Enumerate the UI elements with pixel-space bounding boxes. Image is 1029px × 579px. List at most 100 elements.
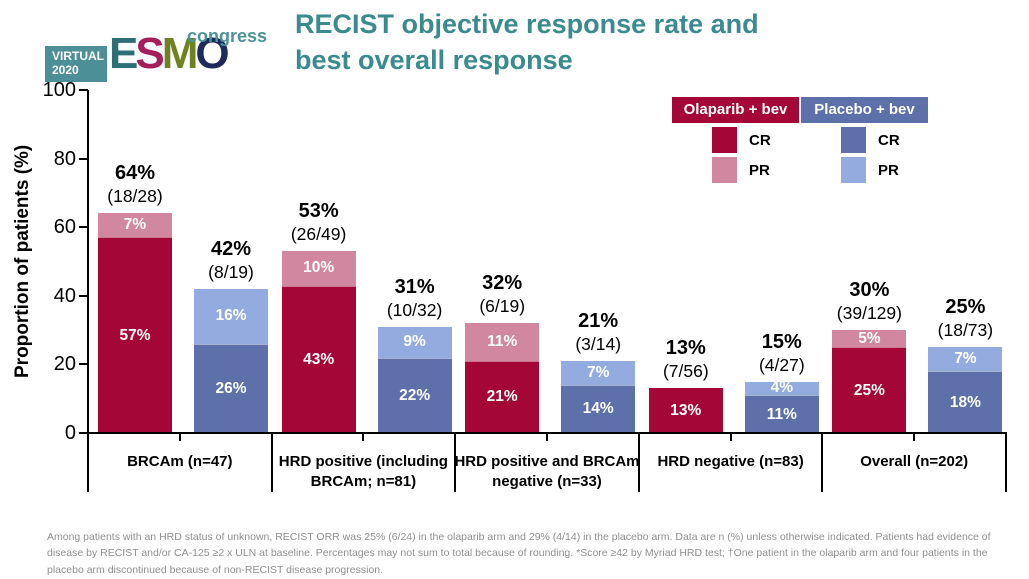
bar-total-label: 15% (4/27) [717, 330, 847, 377]
virtual-label: VIRTUAL [52, 49, 104, 63]
cr-value-label: 22% [399, 386, 431, 404]
bar-total-label: 25% (18/73) [900, 295, 1029, 342]
legend-header-olaparib: Olaparib + bev [672, 97, 799, 123]
category-divider [821, 432, 824, 492]
pr-value-label: 7% [123, 216, 147, 234]
pr-value-label: 9% [403, 333, 426, 351]
category-divider [270, 432, 273, 492]
pr-value-label: 11% [487, 333, 518, 351]
cr-value-label: 21% [486, 388, 518, 406]
orr-percent: 42% [210, 237, 252, 260]
bar-total-label: 42% (8/19) [166, 237, 296, 284]
pr-value-label: 7% [954, 350, 977, 368]
bar-total-label: 53% (26/49) [254, 199, 384, 246]
orr-percent: 32% [482, 272, 523, 295]
bar-olaparib-cr-segment: 13% [648, 388, 723, 433]
bar-placebo-cr-segment: 22% [377, 357, 452, 433]
orr-percent: 21% [578, 309, 619, 332]
category-label: Overall (n=202) [860, 453, 969, 470]
y-axis-tick-label: 100 [42, 79, 76, 101]
orr-fraction: (3/14) [575, 333, 622, 354]
cr-value-label: 13% [670, 401, 702, 419]
category-label: BRCAm (n=47) [127, 453, 233, 470]
bar-total-label: 32% (6/19) [437, 271, 567, 318]
legend-swatch-olaparib-pr-icon [712, 157, 737, 183]
bar-placebo-cr-segment: 11% [744, 395, 819, 433]
legend-header-placebo: Placebo + bev [801, 97, 928, 123]
esmo-logo: VIRTUAL 2020 ESMO congress [45, 26, 275, 88]
orr-fraction: (8/19) [208, 261, 254, 282]
orr-fraction: (7/56) [662, 361, 709, 382]
esmo-letter: S [135, 29, 164, 78]
group-center-tick [546, 432, 548, 441]
legend-label-olaparib-cr: CR [749, 131, 771, 149]
cr-value-label: 26% [215, 379, 247, 397]
y-axis-tick-label: 80 [53, 147, 76, 170]
bar-olaparib-pr-segment: 5% [832, 329, 907, 348]
category-label: HRD negative (n=83) [657, 453, 804, 470]
category-divider [1005, 432, 1007, 492]
bar-total-label: 13% (7/56) [621, 336, 751, 383]
footnote: Among patients with an HRD status of unk… [47, 531, 991, 576]
cr-value-label: 25% [853, 381, 885, 399]
y-axis-tick-mark [79, 89, 88, 91]
bar-olaparib-pr-segment: 7% [98, 213, 172, 238]
legend: Olaparib + bev CR PR Placebo + bev CR PR [672, 97, 928, 183]
orr-fraction: (10/32) [386, 299, 443, 320]
legend-item-placebo-pr: PR [841, 157, 928, 183]
orr-fraction: (6/19) [479, 296, 526, 317]
bar-placebo-pr-segment: 16% [194, 288, 268, 344]
y-axis-tick-mark [79, 432, 88, 434]
group-center-tick [913, 432, 916, 441]
orr-fraction: (18/73) [937, 320, 994, 341]
y-axis-tick-label: 60 [53, 216, 76, 239]
category-label: HRD positive and BRCAm negative (n=33) [454, 453, 640, 490]
legend-item-olaparib-pr: PR [712, 157, 799, 183]
legend-label-placebo-pr: PR [878, 161, 899, 179]
legend-column-placebo: Placebo + bev CR PR [801, 97, 928, 183]
y-axis-tick-mark [79, 226, 88, 229]
bar-olaparib-cr-segment: 43% [281, 285, 356, 433]
y-axis-title: Proportion of patients (%) [12, 144, 33, 379]
legend-swatch-olaparib-cr-icon [712, 127, 737, 153]
group-center-tick [178, 432, 181, 441]
legend-label-placebo-cr: CR [878, 131, 900, 149]
category-divider [454, 432, 457, 492]
y-axis-tick-mark [79, 294, 88, 297]
cr-value-label: 57% [119, 326, 151, 344]
page-title: RECIST objective response rate and best … [295, 9, 759, 76]
orr-percent: 64% [114, 162, 156, 185]
esmo-wordmark: ESMO [109, 29, 230, 78]
legend-column-olaparib: Olaparib + bev CR PR [672, 97, 799, 183]
congress-label: congress [187, 26, 268, 46]
orr-percent: 53% [298, 200, 339, 223]
bar-olaparib-cr-segment: 25% [832, 347, 907, 433]
orr-fraction: (26/49) [290, 224, 347, 245]
bar-placebo-cr-segment: 18% [928, 371, 1003, 433]
bar-total-label: 31% (10/32) [350, 275, 480, 322]
bar-total-label: 64% (18/28) [70, 161, 200, 208]
orr-fraction: (4/27) [758, 354, 805, 375]
bar-placebo-pr-segment: 9% [377, 326, 452, 358]
legend-item-placebo-cr: CR [841, 127, 928, 153]
category-divider [87, 432, 89, 492]
group-center-tick [362, 432, 365, 441]
group-center-tick [729, 432, 732, 441]
legend-item-olaparib-cr: CR [712, 127, 799, 153]
orr-percent: 13% [665, 337, 706, 360]
cr-value-label: 43% [303, 350, 335, 368]
bar-olaparib-pr-segment: 10% [281, 251, 356, 286]
legend-swatch-placebo-pr-icon [841, 157, 866, 183]
esmo-letter: M [161, 29, 199, 78]
orr-fraction: (18/28) [107, 186, 163, 207]
legend-label-olaparib-pr: PR [749, 161, 770, 179]
y-axis-tick-mark [79, 157, 88, 160]
pr-value-label: 5% [858, 329, 881, 347]
bar-placebo-pr-segment: 7% [928, 347, 1003, 372]
pr-value-label: 4% [770, 379, 793, 397]
orr-percent: 31% [394, 275, 435, 298]
bar-placebo-cr-segment: 14% [561, 384, 636, 433]
orr-percent: 30% [849, 279, 890, 302]
pr-value-label: 7% [586, 363, 610, 381]
